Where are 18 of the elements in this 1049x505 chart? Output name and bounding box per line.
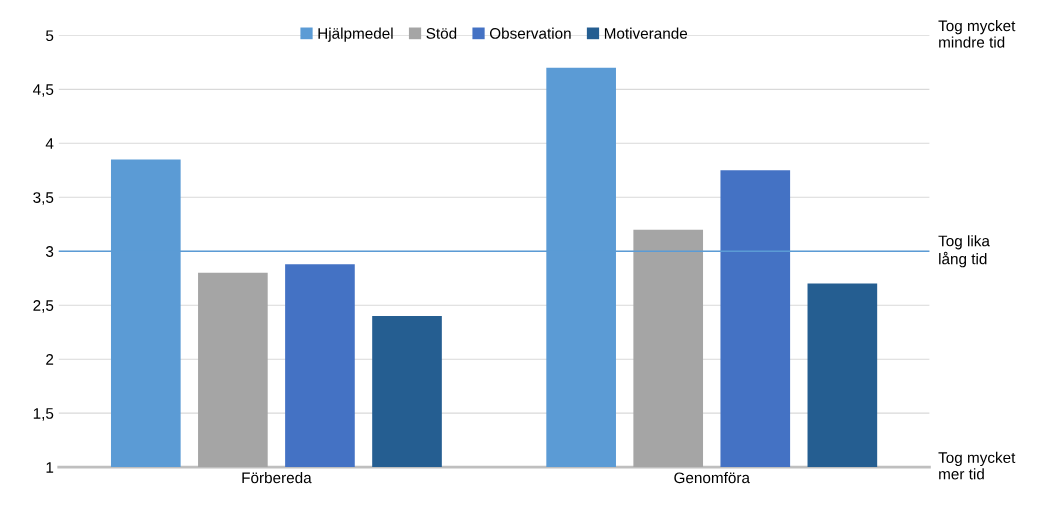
x-tick-label: Genomföra	[674, 472, 750, 484]
legend-label: Hjälpmedel	[318, 27, 393, 42]
y-tick-label: 2,5	[33, 300, 54, 313]
y-tick-label: 1	[46, 462, 54, 473]
y-tick-label: 3	[45, 246, 54, 257]
y-tick-label: 4	[45, 138, 54, 149]
y-tick-label: 5	[46, 30, 54, 42]
y-tick-label: 1,5	[33, 408, 54, 421]
y-tick-label: 3,5	[33, 192, 54, 205]
text: Tog mycket mer tid	[938, 451, 1016, 480]
y-tick-label: 4,5	[33, 84, 54, 97]
y-tick-label: 2	[46, 354, 54, 365]
legend-label: Observation	[489, 27, 571, 39]
x-tick-label: Förbereda	[242, 471, 312, 484]
legend-label: Stöd	[426, 27, 457, 39]
text: Tog mycket mindre tid	[938, 20, 1016, 48]
legend-label: Motiverande	[604, 27, 688, 39]
text: Tog lika lång tid	[938, 235, 990, 268]
